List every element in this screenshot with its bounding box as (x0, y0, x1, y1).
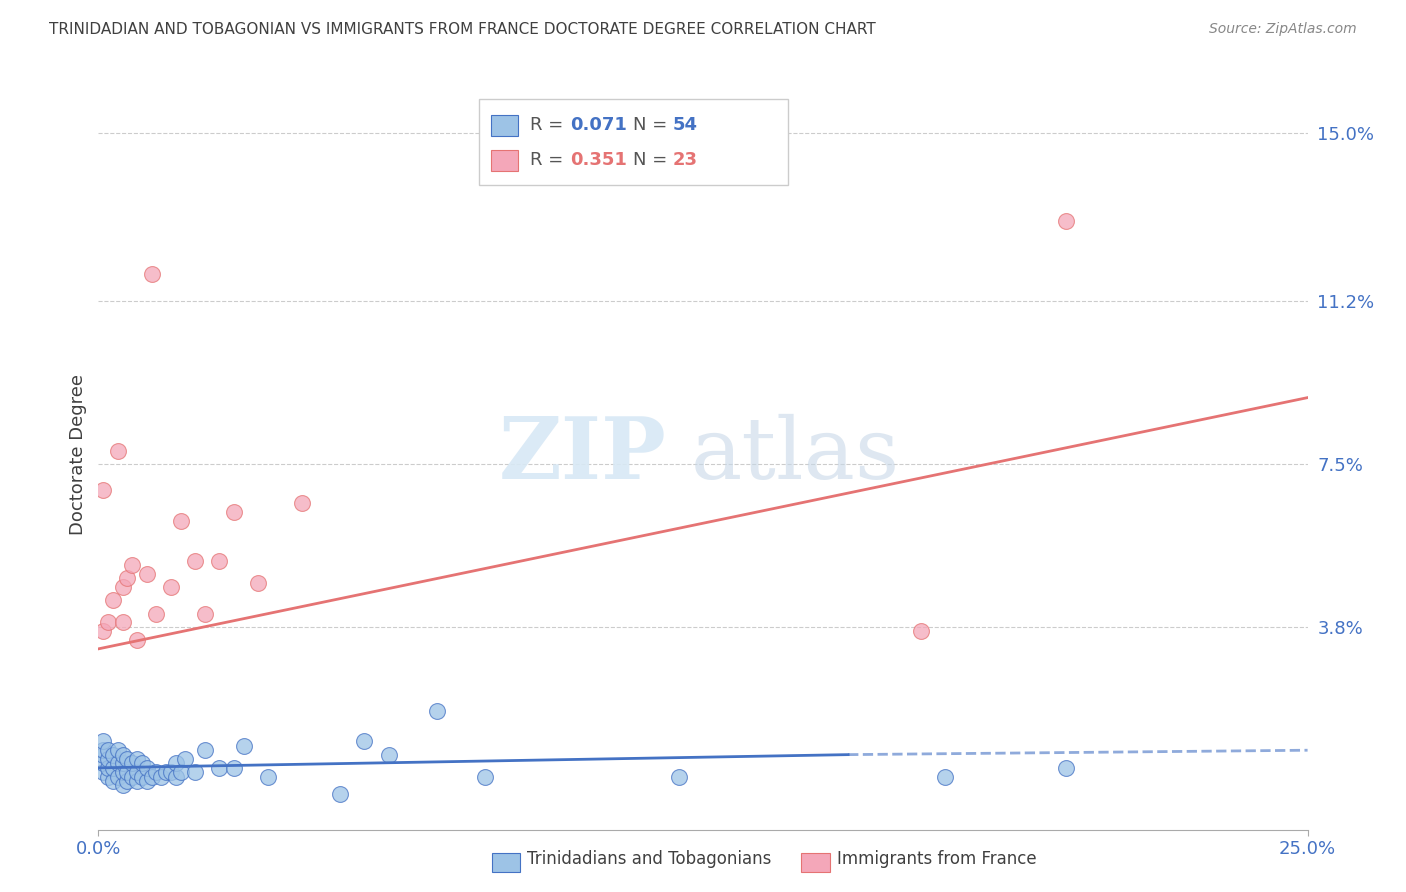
Point (111, 765, 134, 780)
Point (135, 566, 157, 581)
Point (97, 743, 120, 757)
Point (127, 765, 149, 780)
Point (426, 704, 449, 718)
Point (117, 774, 139, 789)
Point (135, 774, 157, 789)
Point (127, 774, 149, 789)
Point (91, 734, 114, 748)
Point (208, 761, 231, 775)
Text: ZIP: ZIP (499, 413, 666, 497)
Point (329, 787, 352, 801)
Point (97, 615, 120, 630)
Point (150, 770, 173, 784)
Point (117, 752, 139, 766)
Point (131, 770, 153, 784)
Point (247, 575, 270, 590)
Text: Trinidadians and Tobagonians: Trinidadians and Tobagonians (527, 850, 772, 868)
Y-axis label: Doctorate Degree: Doctorate Degree (69, 375, 87, 535)
Point (222, 761, 245, 775)
Point (141, 770, 163, 784)
Text: 0.351: 0.351 (569, 152, 627, 169)
Point (101, 593, 124, 607)
Point (117, 765, 139, 780)
Text: N =: N = (633, 116, 673, 134)
Point (97, 761, 120, 775)
Point (1054, 761, 1077, 775)
Point (290, 496, 312, 510)
Point (208, 554, 231, 568)
Point (91, 743, 114, 757)
Point (107, 756, 129, 771)
Point (121, 756, 143, 771)
Point (111, 747, 134, 762)
Point (91, 765, 114, 780)
Point (121, 558, 143, 573)
Point (184, 765, 207, 780)
Point (169, 765, 191, 780)
Point (127, 752, 149, 766)
Point (117, 571, 139, 585)
Point (174, 752, 197, 766)
FancyBboxPatch shape (492, 150, 517, 171)
Point (474, 770, 496, 784)
Point (131, 756, 153, 771)
Point (97, 752, 120, 766)
Point (107, 443, 129, 458)
Point (111, 756, 134, 771)
Text: Immigrants from France: Immigrants from France (837, 850, 1036, 868)
Text: Source: ZipAtlas.com: Source: ZipAtlas.com (1209, 22, 1357, 37)
Point (111, 615, 134, 630)
Point (184, 554, 207, 568)
Point (91, 756, 114, 771)
FancyBboxPatch shape (479, 99, 787, 186)
Point (155, 765, 177, 780)
Point (101, 761, 124, 775)
Point (111, 779, 134, 793)
Point (353, 734, 375, 748)
Point (377, 747, 399, 762)
Point (145, 607, 167, 621)
Point (910, 624, 932, 639)
Text: N =: N = (633, 152, 673, 169)
Point (101, 747, 124, 762)
Text: TRINIDADIAN AND TOBAGONIAN VS IMMIGRANTS FROM FRANCE DOCTORATE DEGREE CORRELATIO: TRINIDADIAN AND TOBAGONIAN VS IMMIGRANTS… (49, 22, 876, 37)
Text: R =: R = (530, 152, 569, 169)
Point (107, 743, 129, 757)
Point (97, 770, 120, 784)
Text: 54: 54 (673, 116, 697, 134)
Point (141, 267, 163, 281)
Point (1054, 214, 1077, 228)
FancyBboxPatch shape (492, 115, 517, 136)
Point (145, 765, 167, 780)
Point (668, 770, 690, 784)
Point (160, 580, 183, 594)
Point (91, 483, 114, 498)
Text: 0.071: 0.071 (569, 116, 627, 134)
Point (121, 770, 143, 784)
Point (194, 743, 217, 757)
Point (232, 739, 254, 753)
Point (256, 770, 278, 784)
Point (165, 756, 187, 771)
Point (169, 514, 191, 528)
Text: atlas: atlas (690, 413, 900, 497)
Point (934, 770, 956, 784)
Point (127, 633, 149, 648)
Point (194, 607, 217, 621)
Point (101, 774, 124, 789)
Point (91, 747, 114, 762)
Point (165, 770, 187, 784)
Point (91, 624, 114, 639)
Point (160, 765, 183, 780)
Text: 23: 23 (673, 152, 697, 169)
Point (107, 770, 129, 784)
Text: R =: R = (530, 116, 569, 134)
Point (222, 505, 245, 519)
Point (135, 761, 157, 775)
Point (111, 580, 134, 594)
